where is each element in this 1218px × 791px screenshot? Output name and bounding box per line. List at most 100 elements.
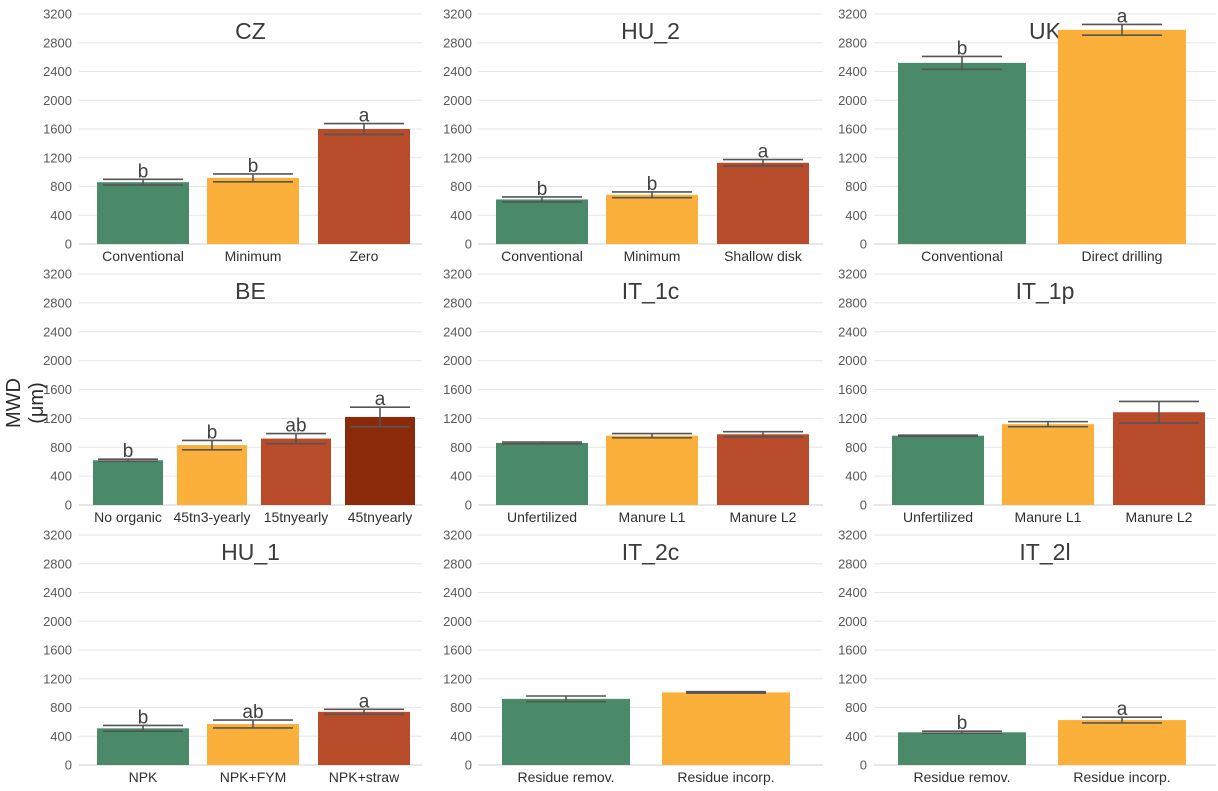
significance-letter: a xyxy=(758,142,769,163)
x-tick-label: 15tnyearly xyxy=(264,509,329,525)
y-tick-label: 1200 xyxy=(443,150,472,165)
y-tick-label: 1200 xyxy=(838,411,867,426)
y-tick-label: 3200 xyxy=(443,267,472,282)
y-tick-label: 3200 xyxy=(838,528,867,543)
x-tick-label: NPK+FYM xyxy=(220,769,287,785)
bar xyxy=(1113,412,1205,505)
panel-hu-1: 0 400 800 1200 1600 2000 2400 2800 3200 HU_1b NPK a… xyxy=(43,528,422,785)
y-tick-label: 1200 xyxy=(443,671,472,686)
x-tick-label: Direct drilling xyxy=(1082,248,1163,264)
bar xyxy=(892,435,984,505)
y-tick-label: 2400 xyxy=(838,324,867,339)
y-tick-label: 3200 xyxy=(443,528,472,543)
y-tick-label: 3200 xyxy=(43,267,72,282)
x-tick-label: Minimum xyxy=(624,248,681,264)
x-tick-label: Residue incorp. xyxy=(677,769,774,785)
bar xyxy=(606,194,698,244)
y-tick-label: 2400 xyxy=(43,324,72,339)
significance-letter: a xyxy=(1117,699,1128,720)
significance-letter: ab xyxy=(242,702,263,723)
significance-letter: b xyxy=(248,156,259,177)
y-tick-label: 2000 xyxy=(443,614,472,629)
panel-it-2l: 0 400 800 1200 1600 2000 2400 2800 3200 IT_2lb Res… xyxy=(838,528,1216,785)
x-tick-label: Residue remov. xyxy=(517,769,614,785)
y-tick-label: 1600 xyxy=(443,382,472,397)
y-tick-label: 2400 xyxy=(838,585,867,600)
bar xyxy=(717,434,809,505)
x-tick-label: No organic xyxy=(94,509,162,525)
bar xyxy=(97,728,189,765)
y-tick-label: 1600 xyxy=(443,643,472,658)
y-tick-label: 2800 xyxy=(838,556,867,571)
y-tick-label: 2000 xyxy=(838,353,867,368)
y-tick-label: 800 xyxy=(50,179,72,194)
y-tick-label: 1600 xyxy=(838,643,867,658)
x-tick-label: Manure L1 xyxy=(619,509,686,525)
y-tick-label: 0 xyxy=(65,758,72,773)
panel-title: HU_2 xyxy=(621,18,680,44)
bar xyxy=(898,732,1026,765)
significance-letter: b xyxy=(138,161,149,182)
bar xyxy=(717,162,809,244)
y-tick-label: 1600 xyxy=(838,122,867,137)
y-tick-label: 2400 xyxy=(443,585,472,600)
y-tick-label: 800 xyxy=(50,440,72,455)
panel-title: IT_2c xyxy=(622,539,680,565)
y-tick-label: 2400 xyxy=(443,64,472,79)
x-tick-label: Conventional xyxy=(501,248,583,264)
bar xyxy=(1002,424,1094,505)
y-tick-label: 2400 xyxy=(838,64,867,79)
panel-it-1p: 0 400 800 1200 1600 2000 2400 2800 3200 IT_1p Unfe… xyxy=(838,267,1216,525)
y-tick-label: 2800 xyxy=(443,295,472,310)
bar xyxy=(496,199,588,244)
significance-letter: b xyxy=(537,179,548,200)
y-tick-label: 2400 xyxy=(43,64,72,79)
bar xyxy=(318,129,410,244)
y-tick-label: 800 xyxy=(845,179,867,194)
significance-letter: b xyxy=(957,713,968,734)
significance-letter: b xyxy=(138,707,149,728)
x-tick-label: 45tn3-yearly xyxy=(173,509,250,525)
bar xyxy=(345,416,415,505)
bar xyxy=(496,442,588,505)
significance-letter: a xyxy=(359,106,370,127)
y-tick-label: 1600 xyxy=(443,122,472,137)
y-tick-label: 0 xyxy=(465,237,472,252)
y-tick-label: 2800 xyxy=(838,295,867,310)
panel-title: IT_1c xyxy=(622,278,680,304)
y-tick-label: 2800 xyxy=(838,35,867,50)
panel-title: UK xyxy=(1029,18,1062,44)
panel-title: HU_1 xyxy=(221,539,280,565)
x-tick-label: Unfertilized xyxy=(903,509,973,525)
x-tick-label: Residue incorp. xyxy=(1073,769,1170,785)
x-tick-label: Manure L2 xyxy=(730,509,797,525)
y-tick-label: 800 xyxy=(50,700,72,715)
y-tick-label: 1200 xyxy=(443,411,472,426)
significance-letter: ab xyxy=(285,416,306,437)
y-tick-label: 400 xyxy=(450,729,472,744)
y-tick-label: 1200 xyxy=(838,150,867,165)
x-tick-label: NPK xyxy=(129,769,158,785)
bar xyxy=(898,62,1026,244)
bar xyxy=(1058,29,1186,244)
y-tick-label: 0 xyxy=(65,237,72,252)
x-tick-label: Manure L2 xyxy=(1126,509,1193,525)
y-tick-label: 400 xyxy=(845,469,867,484)
y-tick-label: 800 xyxy=(450,440,472,455)
x-tick-label: Conventional xyxy=(102,248,184,264)
y-tick-label: 2000 xyxy=(43,93,72,108)
y-tick-label: 1200 xyxy=(43,150,72,165)
bar xyxy=(261,438,331,505)
y-tick-label: 0 xyxy=(465,758,472,773)
y-tick-label: 1600 xyxy=(43,382,72,397)
y-tick-label: 3200 xyxy=(43,528,72,543)
y-tick-label: 400 xyxy=(50,729,72,744)
bar xyxy=(502,698,630,765)
bar xyxy=(318,711,410,765)
y-tick-label: 2400 xyxy=(43,585,72,600)
y-tick-label: 2800 xyxy=(43,556,72,571)
bar xyxy=(1058,720,1186,765)
y-tick-label: 0 xyxy=(465,498,472,513)
y-tick-label: 2400 xyxy=(443,324,472,339)
